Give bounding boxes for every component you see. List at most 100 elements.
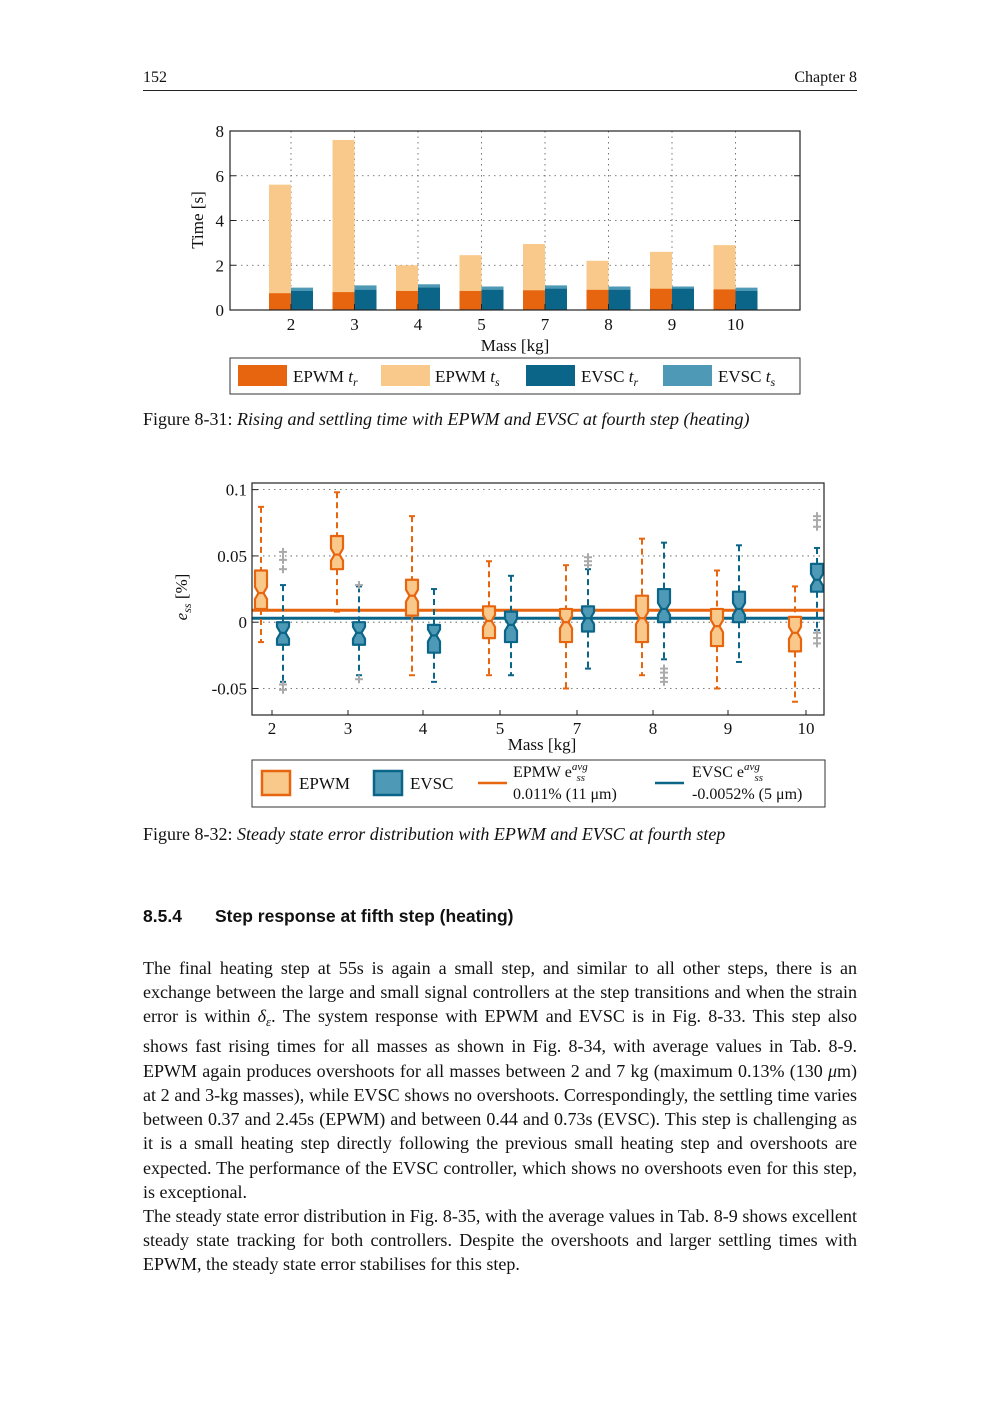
bar-epwm-tr [269, 293, 291, 310]
legend-value-evsc-avg: -0.0052% (5 μm) [692, 786, 802, 803]
epwm-box [404, 515, 420, 677]
figure-8-31-label: Figure 8-31: [143, 409, 233, 429]
bar-chart-legend: EPWM tr EPWM ts EVSC tr EVSC ts [229, 357, 801, 395]
bar-evsc-tr [545, 288, 567, 310]
bar-epwm-ts [269, 184, 291, 310]
box-plot-xtick-label: 10 [798, 719, 815, 738]
epwm-box [558, 564, 574, 690]
legend-swatch-epwm-tr [238, 365, 287, 386]
box-plot-xtick-label: 2 [268, 719, 277, 738]
bar-chart-xtick-label: 2 [287, 315, 296, 334]
epwm-box-body [404, 578, 420, 617]
evsc-box [580, 553, 596, 670]
evsc-box-body [426, 623, 442, 654]
bar-epwm-tr [396, 290, 418, 310]
legend-swatch-evsc-ts [663, 365, 712, 386]
evsc-box-body [656, 587, 672, 624]
evsc-box-body [731, 590, 747, 624]
legend-swatch-epwm [260, 769, 292, 797]
box-plot-legend: EPWM EVSC EPMW eavg ss 0.011% (11 μm) EV… [251, 759, 826, 808]
rise-settle-time-bar-chart: 0 2 4 6 8 2 3 4 5 7 8 9 10 Mass [kg] Time [s] EPWM … [188, 122, 801, 395]
epwm-box [634, 537, 650, 677]
legend-label-epwm-ts: EPWM ts [435, 367, 500, 389]
box-plot-ylabel: ess [%] [172, 574, 194, 621]
epwm-box-body [329, 534, 345, 571]
evsc-box [426, 588, 442, 683]
section-number: 8.5.4 [143, 906, 182, 926]
epwm-box-body [253, 569, 269, 611]
paragraph-2: The steady state error distribution in F… [143, 1205, 857, 1275]
legend-sub-epwm-avg: ss [576, 772, 585, 784]
paragraph-1: The final heating step at 55s is again a… [143, 958, 857, 1202]
epwm-box [787, 585, 803, 703]
bar-epwm-tr [586, 289, 609, 310]
legend-label-evsc: EVSC [410, 774, 453, 793]
box-plot-xtick-label: 8 [649, 719, 658, 738]
epwm-box [709, 569, 725, 690]
evsc-box-body [503, 610, 519, 644]
bar-epwm-tr [459, 290, 482, 310]
page-number: 152 [143, 69, 167, 86]
bar-chart-xtick-label: 8 [604, 315, 613, 334]
figure-8-32-text: Steady state error distribution with EPW… [237, 824, 726, 844]
evsc-box [503, 574, 519, 677]
bar-chart-ytick-label: 2 [216, 256, 225, 275]
box-plot-xtick-label: 3 [344, 719, 353, 738]
bar-evsc-tr [418, 287, 440, 310]
section-heading: 8.5.4 Step response at fifth step (heatin… [143, 906, 514, 927]
epwm-box [253, 505, 269, 644]
evsc-box [656, 541, 672, 686]
figure-8-31-text: Rising and settling time with EPWM and E… [237, 409, 750, 429]
bar-chart-ylabel: Time [s] [188, 191, 207, 248]
box-plot-axes-frame [251, 482, 825, 716]
legend-swatch-evsc-tr [526, 365, 575, 386]
box-plot-ytick-label: -0.05 [212, 679, 247, 698]
figure-8-32-label: Figure 8-32: [143, 824, 233, 844]
bar-evsc-tr [735, 290, 758, 310]
epwm-box-body [558, 607, 574, 644]
bar-chart-xtick-label: 7 [541, 315, 550, 334]
epwm-box [481, 560, 497, 677]
section-title: Step response at fifth step (heating) [215, 906, 514, 926]
box-plot-xtick-label: 9 [724, 719, 733, 738]
chapter-label: Chapter 8 [794, 69, 857, 86]
legend-label-epwm-avg: EPMW eavg [513, 761, 588, 781]
bar-chart-ytick-label: 4 [216, 212, 225, 231]
evsc-box [809, 512, 825, 648]
bar-evsc-tr [672, 288, 694, 310]
bar-evsc-tr [481, 289, 504, 310]
evsc-box [731, 544, 747, 663]
legend-label-evsc-ts: EVSC ts [718, 367, 775, 389]
figure-8-31-caption: Figure 8-31: Rising and settling time wi… [143, 409, 857, 430]
bar-chart-ytick-label: 6 [216, 167, 225, 186]
legend-swatch-epwm-ts [381, 365, 430, 386]
bar-epwm-tr [332, 292, 355, 310]
bar-epwm-tr [650, 288, 672, 310]
bar-evsc-tr [608, 289, 631, 310]
box-plot-ytick-label: 0 [239, 613, 248, 632]
legend-sub-evsc-avg: ss [754, 772, 763, 784]
evsc-box [351, 581, 367, 684]
box-plot-xtick-label: 4 [419, 719, 428, 738]
bar-chart-xtick-label: 9 [668, 315, 677, 334]
bar-chart-ytick-label: 0 [216, 301, 225, 320]
epwm-box-body [481, 605, 497, 640]
evsc-box [275, 547, 291, 694]
bar-epwm-ts [332, 139, 355, 310]
legend-value-epwm-avg: 0.011% (11 μm) [513, 786, 617, 803]
bar-chart-xlabel: Mass [kg] [481, 336, 549, 355]
figure-8-32-caption: Figure 8-32: Steady state error distribu… [143, 824, 857, 845]
box-plot-ytick-label: 0.1 [226, 481, 247, 500]
evsc-box-body [809, 562, 825, 593]
steady-state-error-box-plot: -0.05 0 0.05 0.1 2 3 4 5 7 8 9 10 Mass [kg] ess [%… [172, 481, 826, 808]
page-header: 152 Chapter 8 [143, 66, 857, 91]
bar-evsc-tr [291, 290, 313, 310]
bar-chart-xtick-label: 10 [727, 315, 744, 334]
legend-label-epwm-tr: EPWM tr [293, 367, 358, 389]
legend-swatch-evsc [372, 769, 404, 797]
legend-label-epwm: EPWM [299, 774, 350, 793]
bar-chart-xtick-label: 3 [350, 315, 359, 334]
bar-chart-xtick-label: 4 [414, 315, 423, 334]
bar-epwm-tr [713, 289, 736, 310]
body-text: The final heating step at 55s is again a… [143, 956, 857, 1277]
